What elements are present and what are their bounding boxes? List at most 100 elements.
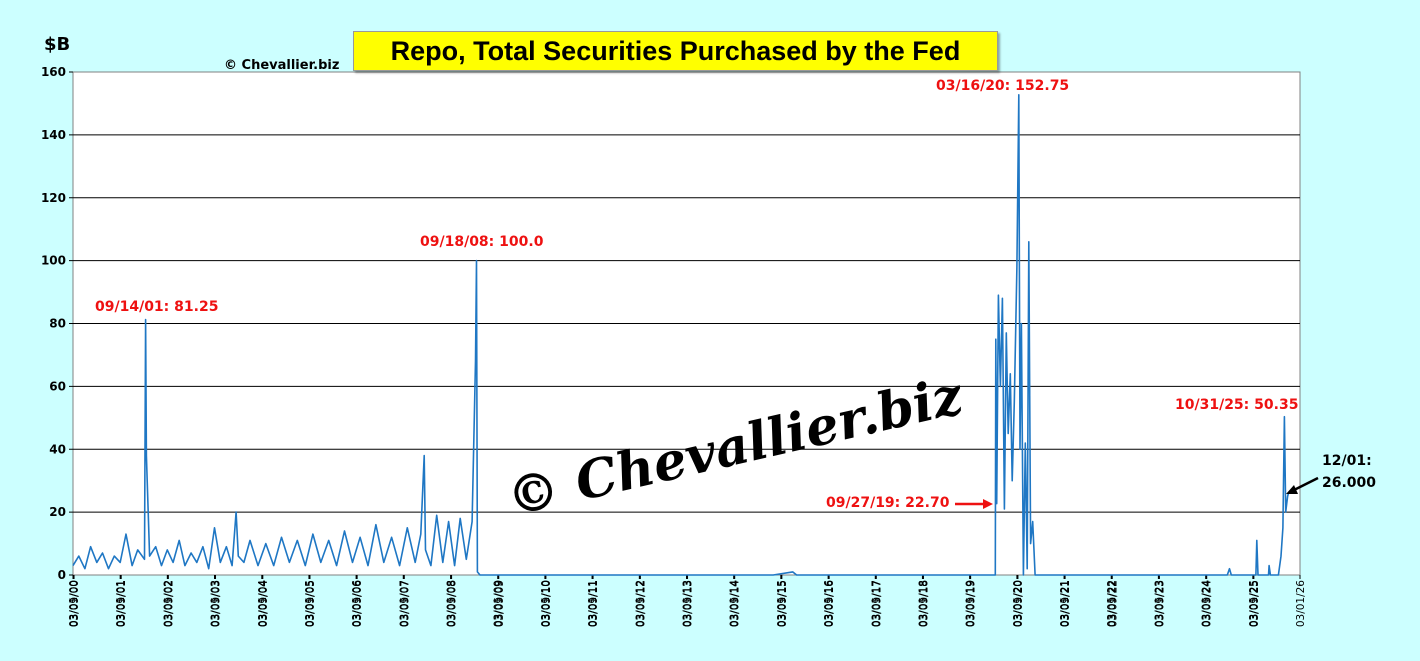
annotation-2001: 09/14/01: 81.25 [95,299,219,315]
x-tick-label: 03/01/16 [823,580,835,627]
x-tick-label: 03/09/17 [871,580,883,627]
x-tick-label: 03/01/14 [729,580,741,627]
x-tick-label: 03/09/15 [777,580,789,627]
annotation-2008: 09/18/08: 100.0 [420,234,544,250]
annotation-2025: 10/31/25: 50.35 [1175,397,1299,413]
x-tick-label: 03/05/21 [1060,580,1072,627]
arrow-latest-head [1286,485,1298,494]
x-tick-label: 03/09/24 [1202,580,1214,627]
y-tick-label: 120 [41,191,66,205]
x-tick-label: 03/01/09 [493,580,505,627]
x-tick-label: 03/09/03 [211,580,223,627]
x-tick-label: 03/05/17 [871,580,883,627]
x-tick-label: 03/05/24 [1201,580,1213,627]
x-tick-label: 03/09/10 [541,580,553,627]
x-tick-label: 03/01/05 [304,580,316,627]
x-tick-label: 03/05/00 [69,580,81,627]
x-tick-label: 03/05/18 [918,580,930,627]
x-tick-label: 03/09/25 [1249,580,1261,627]
x-tick-label: 03/09/01 [116,580,128,627]
y-tick-label: 60 [49,379,66,393]
x-tick-label: 03/05/25 [1248,580,1260,627]
x-tick-label: 03/01/20 [1012,580,1024,627]
x-tick-label: 03/05/04 [257,580,269,627]
x-tick-label: 03/09/14 [730,580,742,627]
x-tick-label: 03/09/04 [258,580,270,627]
x-tick-label: 03/05/02 [163,580,175,627]
x-tick-label: 03/01/12 [634,580,646,627]
x-tick-label: 03/01/22 [1106,580,1118,627]
annotation-2019: 09/27/19: 22.70 [826,495,950,511]
arrow-latest-line [1293,476,1319,492]
x-tick-label: 03/01/23 [1153,580,1165,627]
gridlines [73,134,1300,513]
y-tick-label: 20 [49,505,66,519]
x-tick-label: 03/01/15 [776,580,788,627]
x-tick-label: 03/09/22 [1107,580,1119,627]
annotation-2020: 03/16/20: 152.75 [936,78,1070,94]
x-tick-label: 03/05/05 [304,580,316,627]
x-tick-label: 03/05/10 [540,580,552,627]
x-tick-label: 03/01/21 [1059,580,1071,627]
x-tick-label: 03/01/08 [446,580,458,627]
x-tick-label: 03/05/07 [399,580,411,627]
y-tick-label: 160 [41,65,66,79]
x-tick-label: 03/01/07 [398,580,410,627]
x-tick-label: 03/09/20 [1013,580,1025,627]
x-tick-label: 03/09/16 [824,580,836,627]
x-tick-label: 03/01/26 [1295,580,1307,627]
x-tick-label: 03/05/23 [1154,580,1166,627]
x-tick-label: 03/09/07 [399,580,411,627]
x-tick-label: 03/09/08 [447,580,459,627]
x-tick-label: 03/01/01 [115,580,127,627]
x-tick-label: 03/05/20 [1012,580,1024,627]
y-tick-label: 100 [41,254,66,268]
x-tick-label: 03/05/11 [588,580,600,627]
y-axis-ticks: 0 20 40 60 80 100 120 140 160 [41,65,73,582]
x-tick-label: 03/09/21 [1060,580,1072,627]
chart-title: Repo, Total Securities Purchased by the … [353,31,998,71]
x-tick-label: 03/09/12 [635,580,647,627]
annotation-latest-value: 26.000 [1322,475,1377,491]
x-tick-label: 03/01/25 [1248,580,1260,627]
x-tick-label: 03/09/11 [588,580,600,627]
y-tick-label: 80 [49,317,66,331]
x-tick-label: 03/09/00 [69,580,81,627]
copyright-label: © Chevallier.biz [224,58,340,73]
x-tick-label: 03/05/03 [210,580,222,627]
x-tick-label: 03/01/02 [162,580,174,627]
y-tick-label: 0 [58,568,66,582]
x-tick-label: 03/05/16 [824,580,836,627]
x-tick-label: 03/05/06 [352,580,364,627]
x-tick-label: 03/05/19 [965,580,977,627]
x-tick-label: 03/05/01 [116,580,128,627]
x-tick-label: 03/01/04 [257,580,269,627]
x-tick-label: 03/05/08 [446,580,458,627]
x-tick-label: 03/01/03 [209,580,221,627]
x-tick-label: 03/01/13 [682,580,694,627]
y-tick-label: 140 [41,128,66,142]
series-line-0 [72,94,1290,576]
series-layer [72,94,1290,576]
x-tick-label: 03/09/06 [352,580,364,627]
arrow-2019-head [983,499,993,509]
x-tick-label: 03/01/19 [965,580,977,627]
x-tick-label: 03/09/23 [1154,580,1166,627]
x-tick-label: 03/09/13 [683,580,695,627]
y-axis-unit-label: $B [44,34,71,55]
x-tick-label: 03/09/18 [918,580,930,627]
x-tick-label: 03/09/09 [494,580,506,627]
y-tick-label: 40 [49,442,66,456]
x-tick-label: 03/01/18 [917,580,929,627]
x-tick-label: 03/01/11 [587,580,599,627]
x-tick-label: 03/09/19 [966,580,978,627]
x-tick-label: 03/05/22 [1107,580,1119,627]
x-tick-label: 03/01/24 [1201,580,1213,627]
x-tick-label: 03/01/00 [68,580,80,627]
x-tick-label: 03/05/15 [776,580,788,627]
x-tick-label: 03/05/13 [682,580,694,627]
x-tick-label: 03/01/06 [351,580,363,627]
x-tick-label: 03/01/10 [540,580,552,627]
